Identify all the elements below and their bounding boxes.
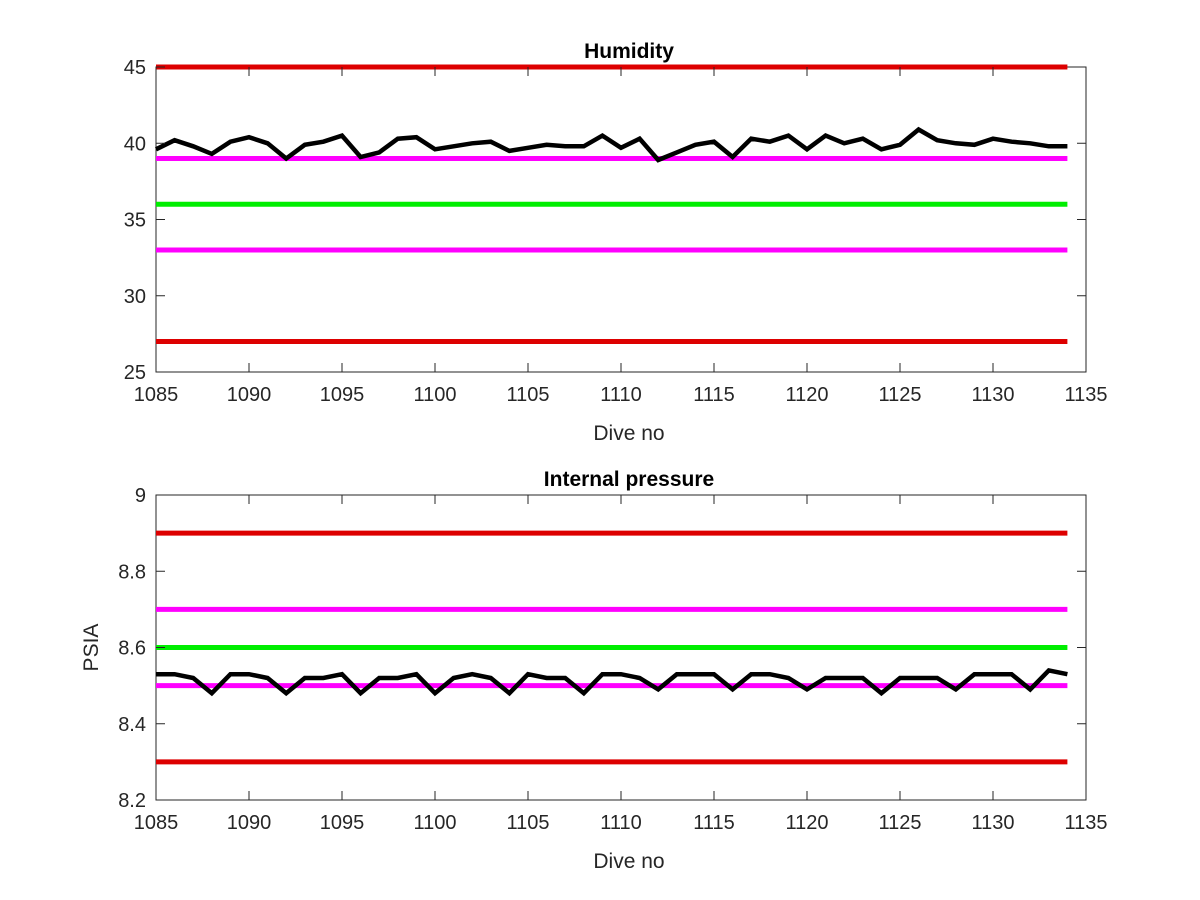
humidity-axes-box (155, 66, 1087, 373)
humidity-x-tick-label: 1130 (971, 384, 1014, 406)
humidity-y-tick-label: 30 (124, 286, 146, 308)
humidity-x-tick-label: 1085 (134, 384, 179, 406)
humidity-x-axis-label: Dive no (593, 422, 664, 445)
internal-pressure-chart: 1085 1090 1095 1100 1105 1110 1115 1120 1125 1130… (80, 468, 1108, 873)
humidity-chart-title: Humidity (584, 40, 674, 63)
humidity-x-tick-label: 1090 (227, 384, 272, 406)
pressure-x-tick-label: 1110 (600, 812, 642, 834)
pressure-x-tick-label: 1120 (785, 812, 828, 834)
humidity-x-tick-label: 1125 (878, 384, 921, 406)
pressure-x-tick-label: 1115 (693, 812, 735, 834)
humidity-y-tick-label: 35 (124, 210, 146, 232)
humidity-x-tick-label: 1105 (506, 384, 549, 406)
humidity-x-tick-label: 1100 (413, 384, 456, 406)
pressure-x-tick-label: 1100 (413, 812, 456, 834)
pressure-x-tick-label: 1105 (506, 812, 549, 834)
pressure-y-tick-label: 8.8 (118, 561, 146, 583)
pressure-x-axis-label: Dive no (593, 850, 664, 873)
pressure-x-tick-label: 1130 (971, 812, 1014, 834)
pressure-y-axis-label: PSIA (80, 624, 103, 672)
pressure-y-tick-label: 8.2 (118, 790, 146, 812)
humidity-chart: 1085 1090 1095 1100 1105 1110 1115 1120 1125 1130… (124, 40, 1108, 445)
pressure-x-tick-label: 1095 (320, 812, 365, 834)
humidity-y-tick-label: 25 (124, 362, 146, 384)
pressure-x-tick-label: 1085 (134, 812, 179, 834)
pressure-x-tick-label: 1125 (878, 812, 921, 834)
pressure-series-line (156, 667, 1068, 697)
pressure-chart-title: Internal pressure (544, 468, 714, 491)
humidity-x-tick-label: 1120 (785, 384, 828, 406)
humidity-y-tick-label: 40 (124, 133, 146, 155)
humidity-y-tick-label: 45 (124, 57, 146, 79)
pressure-y-tick-label: 8.4 (118, 714, 146, 736)
pressure-y-tick-label: 9 (135, 485, 146, 507)
humidity-x-tick-label: 1110 (600, 384, 642, 406)
humidity-x-tick-label: 1135 (1064, 384, 1107, 406)
humidity-x-tick-label: 1115 (693, 384, 735, 406)
humidity-x-tick-label: 1095 (320, 384, 365, 406)
pressure-x-tick-label: 1135 (1064, 812, 1107, 834)
humidity-series-line (155, 126, 1068, 163)
pressure-x-tick-label: 1090 (227, 812, 272, 834)
pressure-y-tick-label: 8.6 (118, 638, 146, 660)
